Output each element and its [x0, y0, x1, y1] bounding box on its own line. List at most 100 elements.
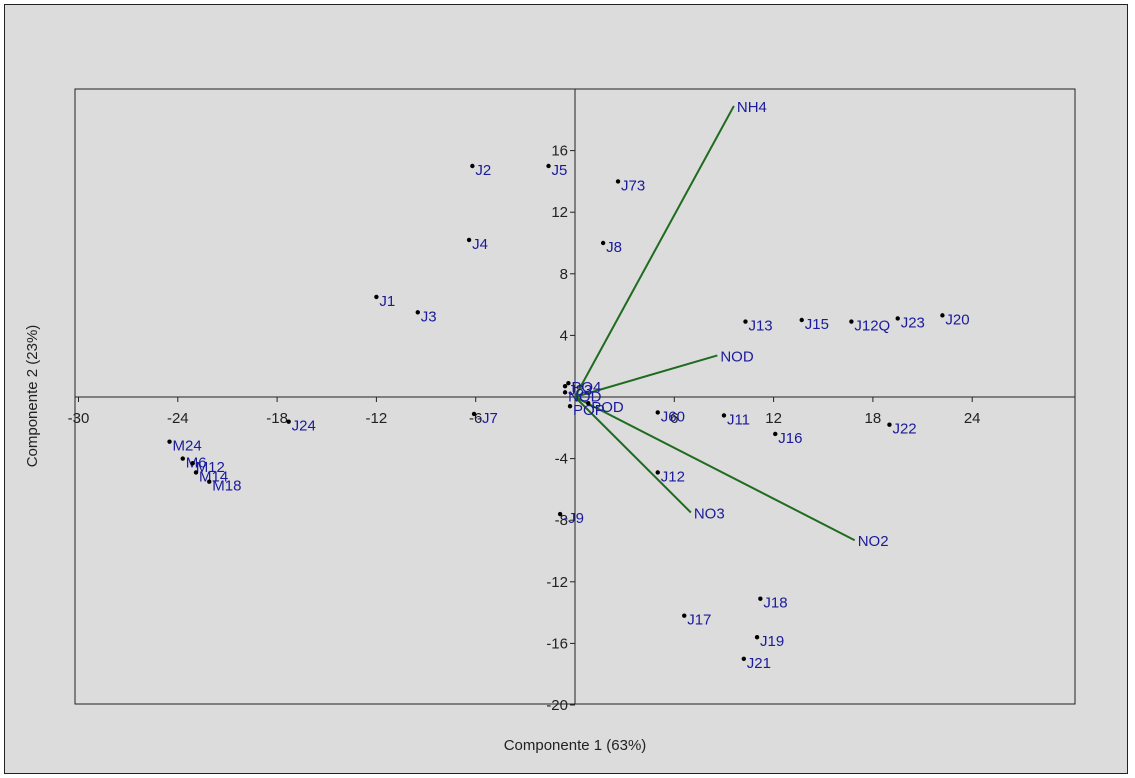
data-point — [180, 456, 185, 461]
point-label: PO4 — [571, 379, 601, 396]
point-label: J22 — [892, 421, 916, 438]
data-point — [773, 431, 778, 437]
data-point — [193, 470, 199, 475]
point-label: J1 — [379, 293, 395, 310]
y-axis-ticks: 16 12 8 4 -4 -8 -12 -16 -20 — [546, 143, 575, 714]
data-point — [741, 656, 747, 661]
x-tick-label: 6 — [670, 410, 678, 427]
point-label: J8 — [606, 239, 622, 256]
data-point — [743, 319, 748, 324]
data-point — [566, 380, 571, 386]
data-point — [600, 240, 606, 246]
data-point — [190, 461, 195, 466]
data-point — [557, 511, 563, 517]
vector-label-nh4: NH4 — [737, 99, 767, 116]
loading-vectors: NH4 NOD NO3 NO2 — [574, 99, 889, 550]
point-label: J5 — [552, 162, 568, 179]
data-point — [567, 404, 573, 409]
point-label: M12 — [196, 459, 225, 476]
point-label: J12Q — [854, 318, 890, 335]
data-point — [562, 384, 568, 389]
data-point — [721, 413, 727, 418]
point-label: J2 — [475, 162, 491, 179]
data-point — [207, 479, 212, 484]
vector-line-nh4 — [574, 105, 735, 398]
y-axis-title: Componente 2 (23%) — [24, 325, 41, 468]
y-tick-label: 8 — [560, 266, 568, 283]
point-label: J11 — [727, 411, 750, 428]
y-tick-label: -4 — [555, 451, 568, 468]
point-label: -J9 — [563, 510, 584, 527]
point-label: M14 — [199, 468, 228, 485]
y-tick-label: 12 — [551, 204, 568, 221]
y-tick-label: -12 — [546, 574, 568, 591]
data-point — [374, 294, 379, 300]
x-tick-label: -24 — [167, 410, 189, 427]
point-label: J12 — [661, 468, 685, 485]
point-label: J17 — [687, 612, 711, 629]
y-tick-label: 4 — [560, 327, 568, 344]
data-point — [562, 390, 568, 395]
data-point — [887, 422, 892, 427]
y-tick-label: 16 — [551, 143, 568, 160]
point-label: J24 — [292, 418, 316, 435]
data-point — [682, 613, 687, 618]
data-point — [586, 400, 591, 406]
x-axis-ticks: -30 -24 -18 -12 -6 6 12 18 24 — [68, 397, 981, 427]
data-point — [286, 419, 291, 424]
vector-line-no3 — [574, 396, 692, 514]
data-point — [940, 313, 945, 318]
data-point — [655, 410, 660, 415]
point-label: J4 — [472, 236, 488, 253]
point-label: J73 — [621, 177, 645, 194]
data-point — [895, 316, 900, 321]
data-point — [754, 635, 760, 640]
x-tick-label: -18 — [266, 410, 288, 427]
data-point — [466, 237, 472, 243]
data-point — [471, 411, 477, 417]
point-label: M6 — [186, 455, 207, 472]
x-tick-label: 24 — [964, 410, 981, 427]
x-tick-label: 18 — [865, 410, 882, 427]
data-point — [470, 163, 475, 169]
data-point — [415, 310, 420, 315]
point-label: J20 — [945, 311, 969, 328]
data-point — [655, 470, 660, 475]
point-label: -J7 — [477, 410, 498, 427]
data-point — [615, 179, 621, 184]
point-label: J16 — [778, 430, 802, 447]
point-label: POD — [591, 399, 624, 416]
x-tick-label: -30 — [68, 410, 90, 427]
point-label: M24 — [173, 438, 202, 455]
y-tick-label: -8 — [555, 512, 568, 529]
point-label: J19 — [760, 633, 784, 650]
y-tick-label: -20 — [546, 697, 568, 714]
data-point — [167, 439, 172, 444]
point-label: J21 — [747, 655, 771, 672]
data-point — [546, 163, 551, 169]
data-point — [849, 319, 854, 324]
point-label: M18 — [212, 478, 241, 495]
y-tick-label: -16 — [546, 635, 568, 652]
vector-label-nod: NOD — [720, 348, 754, 365]
x-tick-label: -12 — [366, 410, 388, 427]
data-point — [758, 596, 763, 601]
point-label: J83 — [568, 382, 592, 399]
point-label: J18 — [763, 595, 787, 612]
point-label: NOD — [568, 388, 602, 405]
point-label: J3 — [421, 308, 437, 325]
point-label: J15 — [805, 316, 829, 333]
point-label: J13 — [748, 318, 772, 335]
point-label: J23 — [901, 314, 925, 331]
point-label: J60 — [661, 408, 685, 425]
vector-label-no2: NO2 — [858, 533, 889, 550]
vector-label-no3: NO3 — [694, 506, 725, 523]
point-label: POP — [573, 402, 605, 419]
data-point — [799, 317, 804, 323]
x-axis-title: Componente 1 (63%) — [504, 737, 647, 754]
x-tick-label: 12 — [765, 410, 782, 427]
chart-background — [4, 4, 1128, 774]
vector-line-nod — [574, 354, 718, 398]
